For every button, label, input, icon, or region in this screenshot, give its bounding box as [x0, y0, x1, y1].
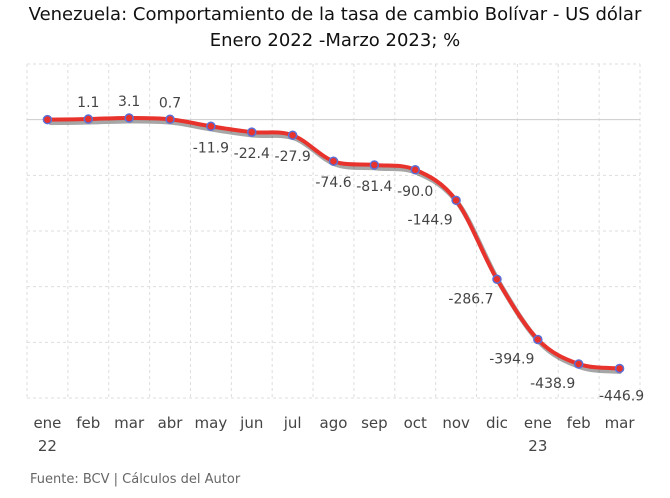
data-point	[410, 165, 420, 175]
data-point	[328, 156, 339, 166]
data-point	[369, 160, 380, 170]
x-tick-label: ene	[33, 414, 61, 432]
data-label: 3.1	[118, 94, 140, 110]
x-tick-label: abr	[158, 414, 184, 432]
x-tick-label: feb	[567, 414, 591, 432]
x-tick-label: feb	[76, 414, 100, 432]
data-label: -446.9	[599, 388, 644, 404]
data-label: -74.6	[315, 175, 351, 191]
x-tick-label: ene	[524, 414, 552, 432]
data-point	[83, 114, 94, 124]
data-label: 0.7	[159, 95, 181, 111]
x-year-label: 23	[528, 437, 547, 455]
x-tick-label: sep	[361, 414, 388, 432]
data-point	[492, 274, 502, 285]
x-tick-label: jun	[239, 414, 263, 432]
data-label: 1.1	[77, 95, 99, 111]
data-label: -144.9	[408, 212, 453, 228]
x-tick-label: mar	[605, 414, 636, 432]
data-label: -11.9	[193, 140, 229, 156]
chart-subtitle: Enero 2022 -Marzo 2023; %	[209, 30, 461, 51]
chart-title: Venezuela: Comportamiento de la tasa de …	[28, 4, 642, 25]
data-label: -22.4	[234, 146, 270, 162]
data-point	[124, 113, 134, 123]
source-note: Fuente: BCV | Cálculos del Autor	[30, 472, 241, 487]
data-point	[533, 334, 543, 345]
x-tick-label: oct	[404, 414, 427, 432]
series-line	[45, 115, 622, 371]
data-label: -438.9	[530, 376, 575, 392]
data-point	[287, 130, 298, 140]
data-point	[247, 127, 257, 137]
x-tick-label: may	[195, 414, 228, 432]
data-point	[206, 121, 216, 132]
x-tick-label: nov	[442, 414, 470, 432]
x-tick-label: jul	[283, 414, 302, 432]
data-point	[451, 195, 461, 206]
x-tick-label: ago	[320, 414, 348, 432]
data-point	[573, 359, 584, 369]
data-point	[42, 114, 53, 125]
data-label: -394.9	[489, 351, 534, 367]
x-tick-label: dic	[486, 414, 508, 432]
x-year-label: 22	[38, 437, 57, 455]
data-point	[614, 363, 625, 374]
data-label: -90.0	[397, 184, 433, 200]
data-label: -27.9	[275, 149, 311, 165]
data-label: -81.4	[356, 179, 392, 195]
data-point	[165, 114, 175, 125]
x-tick-label: mar	[114, 414, 145, 432]
data-label: -286.7	[448, 291, 493, 307]
